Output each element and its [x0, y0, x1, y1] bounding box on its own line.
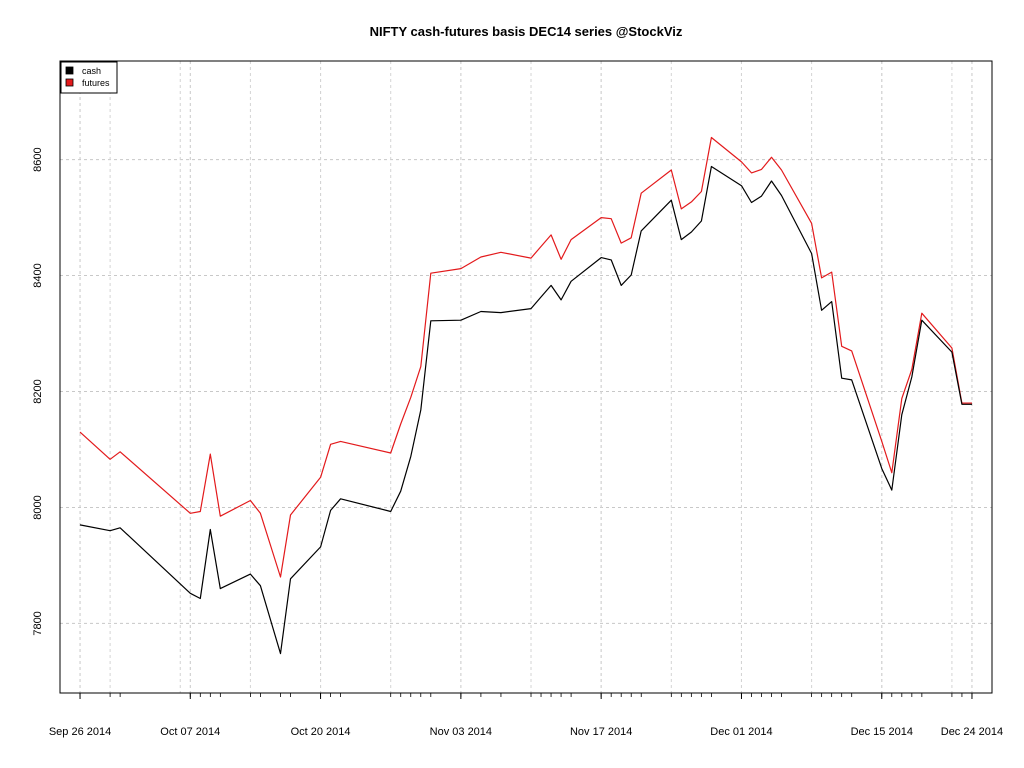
x-tick-label: Nov 03 2014 — [430, 726, 492, 738]
legend-label-cash: cash — [82, 66, 101, 76]
grid — [60, 61, 992, 693]
y-tick-label: 7800 — [32, 611, 44, 635]
x-tick-label: Dec 01 2014 — [710, 726, 772, 738]
chart-title: NIFTY cash-futures basis DEC14 series @S… — [370, 24, 683, 39]
legend-swatch-futures — [65, 78, 74, 87]
x-tick-label: Sep 26 2014 — [49, 726, 111, 738]
y-tick-label: 8400 — [32, 263, 44, 287]
x-tick-label: Oct 07 2014 — [160, 726, 220, 738]
y-axis: 7800 8000 8200 8400 8600 — [32, 147, 44, 635]
legend-swatch-cash — [65, 66, 74, 75]
x-axis: Sep 26 2014 Oct 07 2014 Oct 20 2014 Nov 03 … — [49, 693, 1003, 738]
y-tick-label: 8600 — [32, 147, 44, 171]
legend: cash futures — [60, 61, 118, 94]
series-line-cash — [79, 165, 972, 655]
legend-label-futures: futures — [82, 78, 110, 88]
x-tick-label: Oct 20 2014 — [291, 726, 351, 738]
x-tick-label: Dec 15 2014 — [851, 726, 913, 738]
x-tick-label: Dec 24 2014 — [941, 726, 1003, 738]
series-line-futures — [79, 136, 972, 578]
y-tick-label: 8200 — [32, 379, 44, 403]
x-tick-label: Nov 17 2014 — [570, 726, 632, 738]
series-lines — [79, 136, 972, 655]
y-tick-label: 8000 — [32, 495, 44, 519]
plot-frame — [59, 60, 993, 694]
